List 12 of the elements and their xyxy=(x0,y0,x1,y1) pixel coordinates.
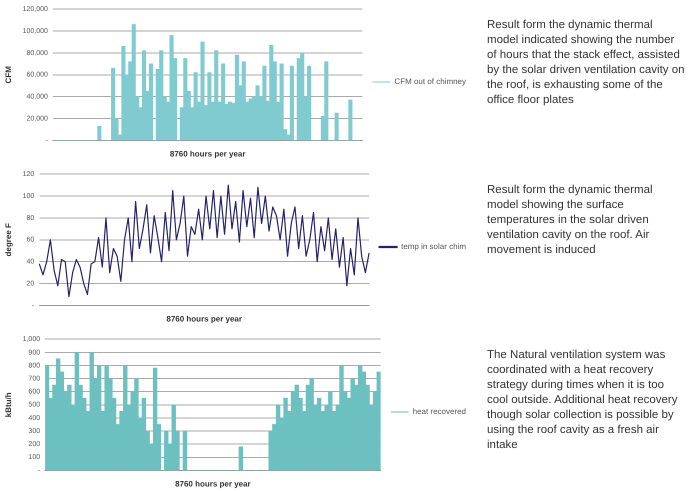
x-axis-title: 8760 hours per year xyxy=(175,479,251,488)
legend-label: CFM out of chimney xyxy=(394,77,466,86)
legend-label: heat recovered xyxy=(412,407,466,416)
text: The Natural ventilation system was coordinated with a heat recovery strategy during times when it is too cool outside. Additional heat recovery though solar collection is possible by using the roof cavity as a fresh air intake xyxy=(487,348,679,453)
text: Result form the dynamic thermal model indicated showing the number of hours that the stack effect, assisted by the solar driven ventilation cavity on the roof, is exhausting some of the office floor plates xyxy=(487,18,686,108)
y-axis-title: degree F xyxy=(4,223,14,256)
legend-label: temp in solar chim xyxy=(401,242,466,252)
y-axis-title: kBtu/h xyxy=(4,392,14,418)
y-axis-title: CFM xyxy=(4,66,14,84)
x-axis-title: 8760 hours per year xyxy=(170,149,246,158)
x-axis-title: 8760 hours per year xyxy=(166,314,242,324)
text: Result form the dynamic thermal model showing the surface temperatures in the solar driven ventilation cavity on the roof. Air movement is induced xyxy=(487,183,654,258)
